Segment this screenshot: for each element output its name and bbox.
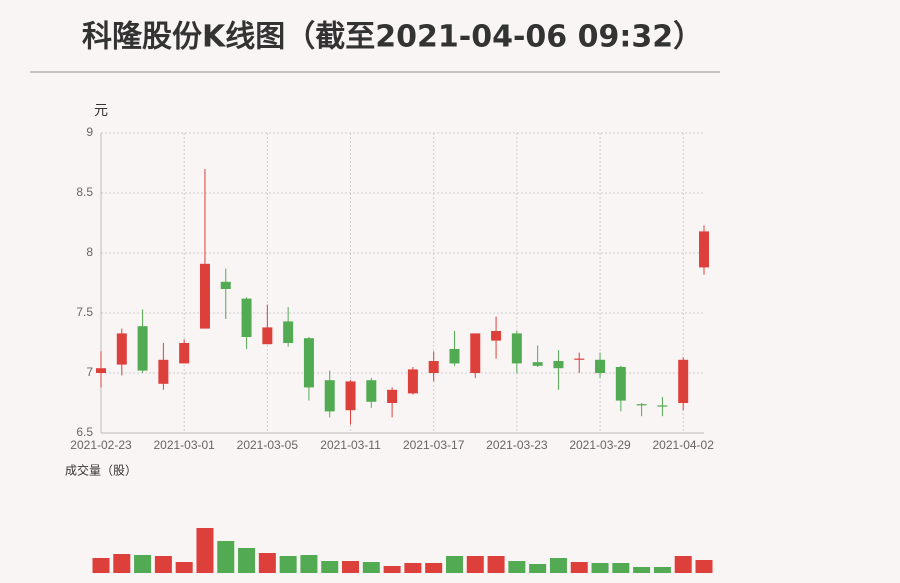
candle-body bbox=[428, 361, 439, 373]
candle-body bbox=[407, 369, 418, 394]
volume-bar bbox=[695, 560, 713, 573]
candle-body bbox=[220, 281, 231, 289]
candle-body bbox=[574, 358, 585, 360]
volume-bar bbox=[529, 564, 547, 573]
volume-bar bbox=[154, 556, 172, 573]
volume-label: 成交量（股） bbox=[65, 463, 137, 478]
candle-body bbox=[158, 359, 169, 384]
y-tick-label: 7.5 bbox=[76, 305, 93, 319]
candle-body bbox=[366, 380, 377, 402]
candle-body bbox=[511, 333, 522, 364]
volume-bar bbox=[549, 558, 567, 573]
x-tick-label: 2021-03-01 bbox=[153, 438, 215, 452]
x-tick-label: 2021-03-17 bbox=[403, 438, 465, 452]
candle-body bbox=[303, 338, 314, 388]
y-tick-label: 9 bbox=[86, 125, 93, 139]
volume-bar bbox=[217, 541, 235, 573]
candle-body bbox=[678, 359, 689, 403]
volume-bar bbox=[591, 563, 609, 573]
volume-bar bbox=[570, 562, 588, 573]
y-tick-label: 8.5 bbox=[76, 185, 93, 199]
volume-bar bbox=[134, 555, 152, 573]
candle-body bbox=[283, 321, 294, 343]
candle-body bbox=[96, 368, 106, 373]
candle-body bbox=[116, 333, 127, 365]
candle-body bbox=[241, 298, 252, 337]
volume-bar bbox=[342, 561, 360, 573]
candle-body bbox=[137, 326, 148, 371]
candle-body bbox=[699, 231, 709, 268]
y-tick-label: 6.5 bbox=[76, 425, 93, 439]
y-tick-label: 8 bbox=[86, 245, 93, 259]
volume-bar bbox=[300, 555, 318, 573]
volume-bar bbox=[508, 561, 526, 573]
candle-body bbox=[199, 263, 210, 329]
volume-bar bbox=[404, 563, 422, 573]
volume-bar bbox=[238, 548, 256, 573]
x-tick-label: 2021-04-02 bbox=[653, 438, 715, 452]
candle-body bbox=[324, 380, 335, 412]
x-tick-label: 2021-03-23 bbox=[486, 438, 548, 452]
volume-bar bbox=[466, 556, 484, 573]
candle-body bbox=[179, 343, 190, 364]
candle-body bbox=[491, 331, 502, 341]
candle-body bbox=[387, 389, 398, 403]
candle-body bbox=[636, 404, 647, 406]
chart-title: 科隆股份K线图（截至2021-04-06 09:32） bbox=[82, 20, 703, 55]
y-axis-unit: 元 bbox=[94, 103, 108, 119]
volume-bar bbox=[362, 562, 380, 573]
x-tick-label: 2021-03-29 bbox=[569, 438, 631, 452]
candle-body bbox=[470, 333, 481, 373]
candle-body bbox=[345, 381, 356, 411]
volume-bar bbox=[612, 563, 630, 573]
volume-bar bbox=[279, 556, 297, 573]
volume-bar bbox=[487, 556, 505, 573]
volume-bar bbox=[425, 563, 443, 573]
volume-bar bbox=[196, 528, 214, 573]
x-tick-label: 2021-02-23 bbox=[70, 438, 132, 452]
candle-body bbox=[657, 405, 668, 407]
volume-bar bbox=[92, 558, 110, 573]
volume-bar bbox=[653, 567, 671, 573]
candle-body bbox=[532, 362, 543, 366]
volume-bar bbox=[321, 561, 339, 573]
volume-bar bbox=[113, 554, 131, 573]
volume-bar bbox=[175, 562, 193, 573]
candle-body bbox=[262, 327, 273, 345]
y-tick-label: 7 bbox=[86, 365, 93, 379]
volume-bar bbox=[445, 556, 463, 573]
candle-body bbox=[615, 367, 626, 401]
volume-bar bbox=[633, 567, 651, 573]
volume-bar bbox=[674, 556, 692, 573]
x-tick-label: 2021-03-11 bbox=[320, 438, 381, 452]
volume-bar bbox=[258, 553, 276, 573]
candle-body bbox=[595, 359, 606, 373]
candle-body bbox=[449, 349, 460, 364]
x-tick-label: 2021-03-05 bbox=[237, 438, 299, 452]
volume-bar bbox=[383, 566, 401, 573]
candle-body bbox=[553, 361, 564, 369]
